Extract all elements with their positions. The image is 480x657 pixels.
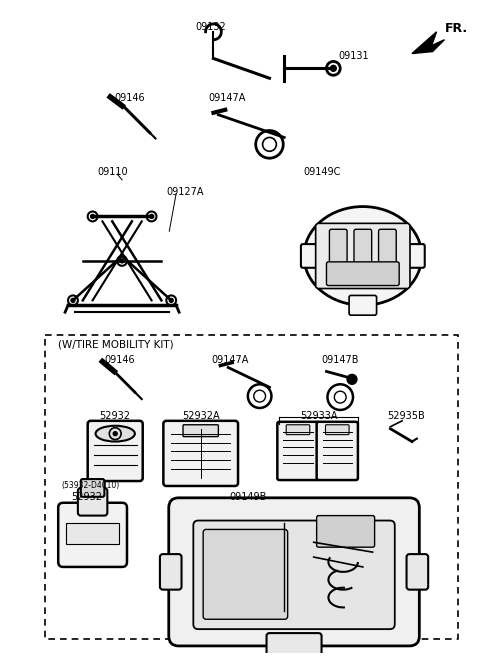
FancyBboxPatch shape [88,421,143,481]
FancyBboxPatch shape [160,554,181,589]
Text: 52932: 52932 [71,492,102,502]
Circle shape [347,374,357,384]
FancyBboxPatch shape [349,296,377,315]
Bar [46,335,458,639]
FancyBboxPatch shape [277,422,319,480]
FancyBboxPatch shape [301,244,317,268]
Circle shape [113,432,117,436]
FancyBboxPatch shape [163,421,238,486]
Text: 09147A: 09147A [208,93,246,103]
FancyBboxPatch shape [354,229,372,263]
FancyBboxPatch shape [266,633,322,657]
Circle shape [91,214,95,218]
Circle shape [109,428,121,440]
Text: 52933A: 52933A [300,411,337,421]
Text: 09147B: 09147B [322,355,359,365]
FancyBboxPatch shape [58,503,127,567]
Polygon shape [412,32,444,53]
FancyBboxPatch shape [329,229,347,263]
Text: 52935B: 52935B [387,411,425,421]
Circle shape [330,66,336,72]
Text: 09110: 09110 [97,167,128,177]
Circle shape [71,298,75,302]
Text: 09149B: 09149B [229,492,266,502]
Ellipse shape [96,426,135,442]
FancyBboxPatch shape [183,425,218,437]
Text: 09146: 09146 [115,93,145,103]
FancyBboxPatch shape [407,554,428,589]
FancyBboxPatch shape [325,425,349,435]
FancyBboxPatch shape [326,262,399,286]
Text: (W/TIRE MOBILITY KIT): (W/TIRE MOBILITY KIT) [58,340,174,350]
Text: 52932A: 52932A [182,411,219,421]
FancyBboxPatch shape [193,520,395,629]
Text: 09132: 09132 [196,22,227,32]
FancyBboxPatch shape [317,516,374,547]
FancyBboxPatch shape [78,488,108,516]
Text: 52932: 52932 [99,411,130,421]
FancyBboxPatch shape [316,223,410,288]
FancyBboxPatch shape [286,425,310,435]
Text: 09147A: 09147A [212,355,249,365]
FancyBboxPatch shape [203,530,288,620]
FancyBboxPatch shape [317,422,358,480]
Text: FR.: FR. [444,22,468,35]
Ellipse shape [304,206,422,306]
Text: 09146: 09146 [105,355,135,365]
FancyBboxPatch shape [169,498,420,646]
Text: 09131: 09131 [338,51,369,60]
FancyBboxPatch shape [81,479,104,497]
FancyBboxPatch shape [379,229,396,263]
Circle shape [169,298,173,302]
FancyBboxPatch shape [409,244,425,268]
Text: 09127A: 09127A [166,187,204,197]
FancyBboxPatch shape [66,522,119,544]
Text: (53932-D4010): (53932-D4010) [61,481,120,490]
Text: 09149C: 09149C [304,167,341,177]
Circle shape [120,259,124,263]
Circle shape [150,214,154,218]
